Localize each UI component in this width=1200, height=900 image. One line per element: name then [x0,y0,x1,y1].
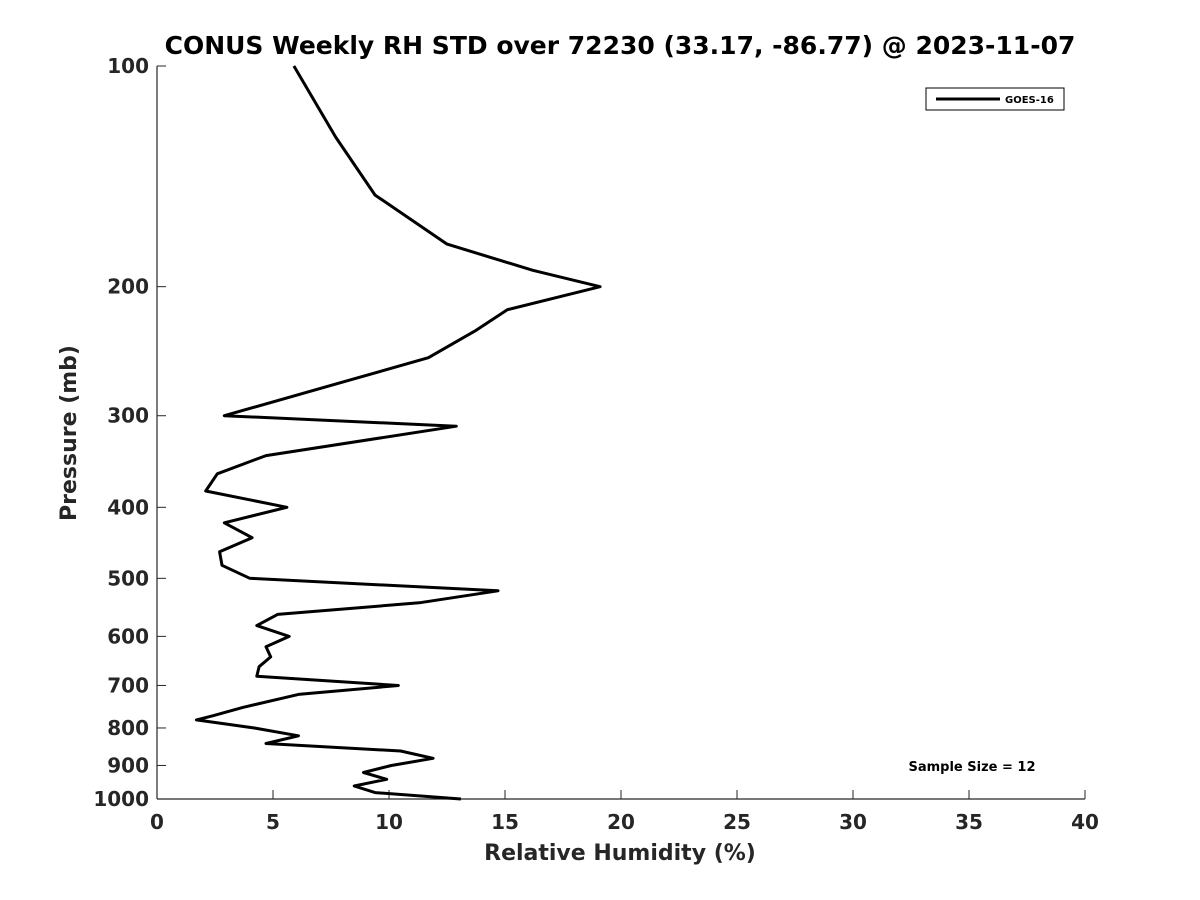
y-tick-label: 100 [107,54,149,78]
y-tick-label: 800 [107,716,149,740]
y-tick-label: 1000 [93,787,149,811]
x-tick-label: 25 [723,810,751,834]
y-tick-label: 600 [107,624,149,648]
x-tick-label: 5 [266,810,280,834]
legend-label-goes16: GOES-16 [1005,95,1054,106]
chart-title: CONUS Weekly RH STD over 72230 (33.17, -… [165,31,1076,60]
y-tick-label: 900 [107,753,149,777]
y-tick-label: 200 [107,275,149,299]
y-tick-label: 400 [107,495,149,519]
x-axis-ticks: 0 5 10 15 20 25 30 35 40 [150,790,1099,834]
x-tick-label: 15 [491,810,519,834]
x-tick-label: 40 [1071,810,1099,834]
y-axis-label: Pressure (mb) [57,345,82,521]
y-axis-ticks: 100 200 300 400 500 600 700 800 900 1000 [93,54,166,811]
series-layer [194,65,602,801]
legend: GOES-16 [925,87,1065,111]
y-tick-label: 700 [107,673,149,697]
x-tick-label: 0 [150,810,164,834]
x-tick-label: 35 [955,810,983,834]
series-line-goes16 [194,65,602,801]
y-tick-label: 300 [107,404,149,428]
x-tick-label: 10 [375,810,403,834]
sample-size-annotation: Sample Size = 12 [908,760,1035,775]
x-tick-label: 30 [839,810,867,834]
x-tick-label: 20 [607,810,635,834]
y-tick-label: 500 [107,566,149,590]
axes-frame [156,66,1085,800]
x-axis-label: Relative Humidity (%) [484,841,756,866]
